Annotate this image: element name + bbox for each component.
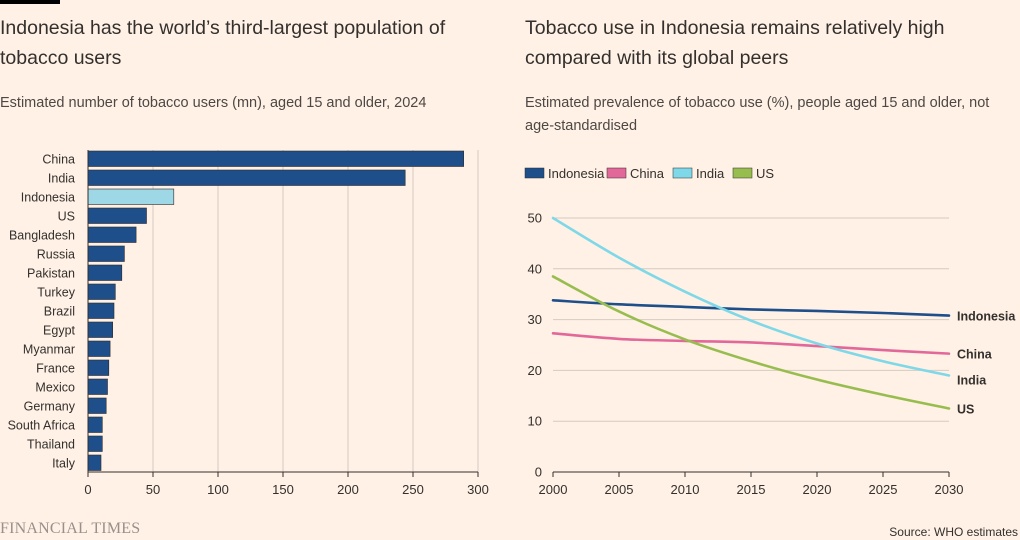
legend-label-india: India	[696, 166, 725, 181]
y-tick-label-20: 20	[528, 363, 542, 378]
legend-label-indonesia: Indonesia	[548, 166, 605, 181]
category-label-france: France	[36, 361, 75, 375]
category-label-us: US	[58, 209, 75, 223]
legend-swatch-china	[606, 167, 627, 179]
x-tick-label-50: 50	[146, 482, 160, 497]
x-tick-label-250: 250	[402, 482, 424, 497]
end-label-indonesia: Indonesia	[957, 310, 1016, 324]
category-label-brazil: Brazil	[44, 304, 75, 318]
y-tick-label-10: 10	[528, 414, 542, 429]
category-label-thailand: Thailand	[27, 437, 75, 451]
legend-label-china: China	[630, 166, 665, 181]
x-tick-label-2005: 2005	[605, 482, 634, 497]
bar-china	[87, 150, 465, 167]
bar-egypt	[87, 321, 114, 338]
left-chart-subtitle: Estimated number of tobacco users (mn), …	[0, 95, 427, 111]
x-tick-label-100: 100	[207, 482, 229, 497]
category-label-pakistan: Pakistan	[27, 266, 75, 280]
end-label-us: US	[957, 403, 974, 417]
category-label-mexico: Mexico	[35, 380, 75, 394]
series-line-india	[551, 216, 951, 377]
category-label-russia: Russia	[37, 247, 75, 261]
bar-indonesia	[87, 188, 175, 205]
x-tick-label-150: 150	[272, 482, 294, 497]
left-chart-title: Indonesia has the world’s third-largest …	[0, 17, 446, 69]
bar-us	[87, 207, 147, 224]
bar-turkey	[87, 283, 116, 300]
x-tick-label-2015: 2015	[737, 482, 766, 497]
x-tick-label-2025: 2025	[869, 482, 898, 497]
bar-south-africa	[87, 416, 103, 433]
right-chart-title: Tobacco use in Indonesia remains relativ…	[525, 17, 945, 69]
legend-label-us: US	[756, 166, 774, 181]
y-tick-label-40: 40	[528, 261, 542, 276]
category-label-china: China	[42, 152, 75, 166]
category-label-myanmar: Myanmar	[23, 342, 75, 356]
x-tick-label-2030: 2030	[935, 482, 964, 497]
category-label-egypt: Egypt	[43, 323, 75, 337]
category-label-germany: Germany	[24, 399, 76, 413]
category-label-turkey: Turkey	[37, 285, 75, 299]
ft-accent-bar	[0, 0, 60, 4]
bar-chart-tobacco-users: China India Indonesia US Bangladesh Russia Pak…	[8, 150, 489, 497]
category-label-bangladesh: Bangladesh	[9, 228, 75, 242]
x-tick-label-2010: 2010	[671, 482, 700, 497]
source-note: Source: WHO estimates	[889, 525, 1018, 539]
bar-india	[87, 169, 406, 186]
series-line-us	[551, 275, 951, 410]
end-label-china: China	[957, 348, 993, 362]
legend-swatch-indonesia	[524, 167, 545, 179]
bar-france	[87, 359, 110, 376]
bar-mexico	[87, 378, 108, 395]
x-tick-label-300: 300	[467, 482, 489, 497]
legend-swatch-us	[732, 167, 753, 179]
series-line-china	[551, 332, 951, 355]
x-tick-label-2000: 2000	[539, 482, 568, 497]
x-tick-label-0: 0	[84, 482, 91, 497]
category-label-india: India	[48, 171, 75, 185]
right-chart-subtitle: Estimated prevalence of tobacco use (%),…	[525, 95, 990, 134]
legend-swatch-india	[672, 167, 693, 179]
end-label-india: India	[957, 373, 987, 387]
ft-logo: FINANCIAL TIMES	[0, 520, 141, 537]
x-tick-label-2020: 2020	[803, 482, 832, 497]
category-label-south-africa: South Africa	[8, 418, 75, 432]
y-tick-label-50: 50	[528, 211, 542, 226]
bar-germany	[87, 397, 107, 414]
bar-myanmar	[87, 340, 111, 357]
category-label-indonesia: Indonesia	[21, 190, 75, 204]
bar-bangladesh	[87, 226, 137, 243]
y-tick-label-0: 0	[535, 465, 542, 480]
bar-brazil	[87, 302, 115, 319]
y-tick-label-30: 30	[528, 312, 542, 327]
bar-thailand	[87, 435, 103, 452]
bar-pakistan	[87, 264, 123, 281]
x-tick-label-200: 200	[337, 482, 359, 497]
series-line-indonesia	[551, 298, 951, 317]
bar-russia	[87, 245, 125, 262]
category-label-italy: Italy	[52, 456, 76, 470]
bar-italy	[87, 454, 102, 471]
